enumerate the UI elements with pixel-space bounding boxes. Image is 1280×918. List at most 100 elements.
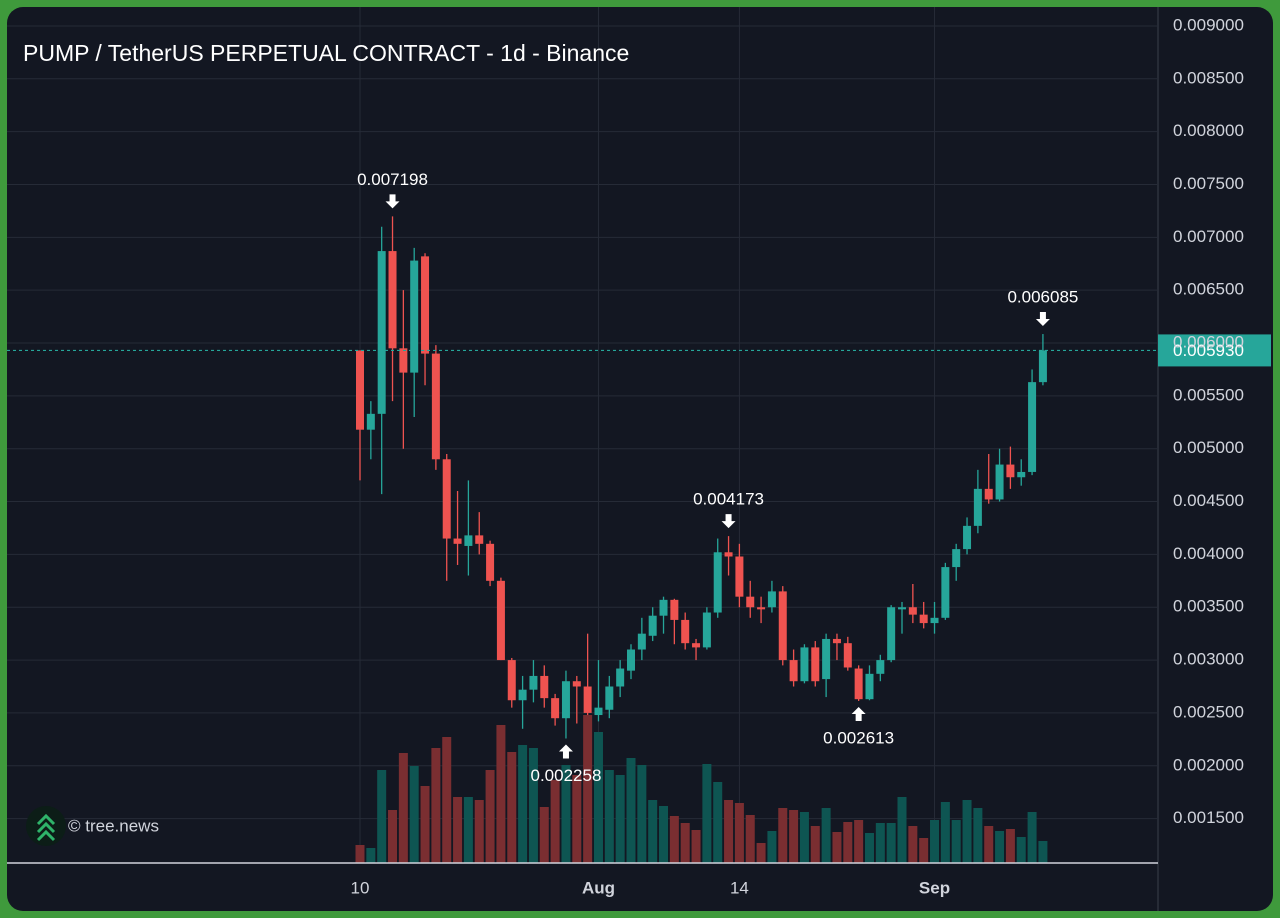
candle-body <box>930 617 939 624</box>
volume-bar <box>496 725 506 863</box>
candle-body <box>442 459 451 539</box>
volume-bar <box>745 815 755 863</box>
volume-bar <box>778 808 788 863</box>
candle-body <box>952 549 961 568</box>
volume-bar <box>528 748 538 863</box>
volume-bar <box>474 800 484 863</box>
x-tick-label: Aug <box>582 878 615 897</box>
candle-body <box>670 599 679 620</box>
candle-body <box>572 681 581 687</box>
volume-bar <box>767 831 777 863</box>
volume-bar <box>420 786 430 863</box>
volume-bar <box>442 737 452 863</box>
candle-body <box>518 689 527 701</box>
volume-bar <box>583 715 593 863</box>
chart-title: PUMP / TetherUS PERPETUAL CONTRACT - 1d … <box>23 40 629 66</box>
volume-bar <box>799 812 809 863</box>
candle-body <box>789 660 798 682</box>
candle-body <box>778 591 787 661</box>
y-tick-label: 0.002500 <box>1173 702 1244 721</box>
candle-body <box>486 543 495 581</box>
candle-body <box>832 638 841 644</box>
candle-body <box>616 668 625 687</box>
y-tick-label: 0.009000 <box>1173 15 1244 34</box>
y-tick-label: 0.003000 <box>1173 650 1244 669</box>
annotation-arrow <box>558 744 573 759</box>
volume-bar <box>756 843 766 863</box>
y-tick-label: 0.002000 <box>1173 755 1244 774</box>
candle-body <box>529 675 538 690</box>
candle-body <box>865 673 874 700</box>
volume-bar <box>886 823 896 863</box>
volume-bar <box>854 820 864 863</box>
y-tick-label: 0.004500 <box>1173 491 1244 510</box>
volume-bar <box>734 803 744 863</box>
y-tick-label: 0.008000 <box>1173 121 1244 140</box>
annotation-label: 0.002258 <box>531 766 602 785</box>
candle-body <box>887 607 896 661</box>
volume-bar <box>604 770 614 863</box>
volume-bar <box>388 810 398 863</box>
volume-bar <box>659 806 669 863</box>
x-tick-label: 14 <box>730 878 749 897</box>
volume-bar <box>431 748 441 863</box>
y-tick-label: 0.007000 <box>1173 227 1244 246</box>
candle-body <box>1038 350 1047 383</box>
candle-body <box>561 681 570 719</box>
candle-body <box>843 643 852 668</box>
volume-bar <box>539 807 549 863</box>
y-tick-label: 0.005000 <box>1173 438 1244 457</box>
volume-bar <box>366 848 376 863</box>
candle-body <box>627 649 635 671</box>
last-price-box <box>1158 334 1271 367</box>
candle-body <box>941 567 950 618</box>
volume-bar <box>973 808 983 863</box>
volume-bar <box>962 800 972 863</box>
volume-bar <box>832 832 842 863</box>
y-tick-label: 0.006500 <box>1173 280 1244 299</box>
overlay: 0.005930 0.007198 0.002258 0.004173 0.002613… <box>7 170 1271 785</box>
volume-bar <box>561 765 571 863</box>
candle-body <box>540 675 549 699</box>
volume-bar <box>507 752 517 863</box>
annotation-arrow <box>385 194 400 209</box>
x-tick-label: 10 <box>351 878 370 897</box>
y-tick-label: 0.008500 <box>1173 68 1244 87</box>
volume-bar <box>669 816 679 863</box>
candle-body <box>811 647 820 682</box>
volume-bar <box>398 753 408 863</box>
candle-body <box>648 615 657 636</box>
volume-bar <box>453 797 463 863</box>
candle-body <box>713 552 722 613</box>
volume-bar <box>821 808 831 863</box>
candle-body <box>1028 382 1037 472</box>
annotation-arrow <box>721 514 736 529</box>
volume-bar <box>680 823 690 863</box>
candle-body <box>431 353 440 460</box>
volume-bar <box>463 797 473 863</box>
volume-bar <box>940 802 950 863</box>
volume-bar <box>810 826 820 863</box>
candle-body <box>822 638 831 680</box>
volume-bar <box>875 823 885 863</box>
candle-body <box>757 607 766 610</box>
volume-bar <box>995 831 1005 863</box>
candle-body <box>919 614 928 624</box>
candle-body <box>583 686 592 713</box>
volume-bar <box>908 826 918 863</box>
candle-body <box>692 643 701 648</box>
annotation-label: 0.004173 <box>693 490 764 509</box>
volume-bar <box>409 766 419 863</box>
volume-bar <box>713 782 723 863</box>
logo-icon <box>36 813 56 842</box>
candle-body <box>507 660 516 701</box>
candle-body <box>453 538 462 544</box>
volume-bar <box>377 770 387 863</box>
candle-body <box>767 591 776 608</box>
volume-bar <box>1027 812 1037 863</box>
volume-bar <box>550 780 560 863</box>
candle-body <box>421 256 430 354</box>
volume-bar <box>702 764 712 863</box>
candles <box>356 216 1047 739</box>
